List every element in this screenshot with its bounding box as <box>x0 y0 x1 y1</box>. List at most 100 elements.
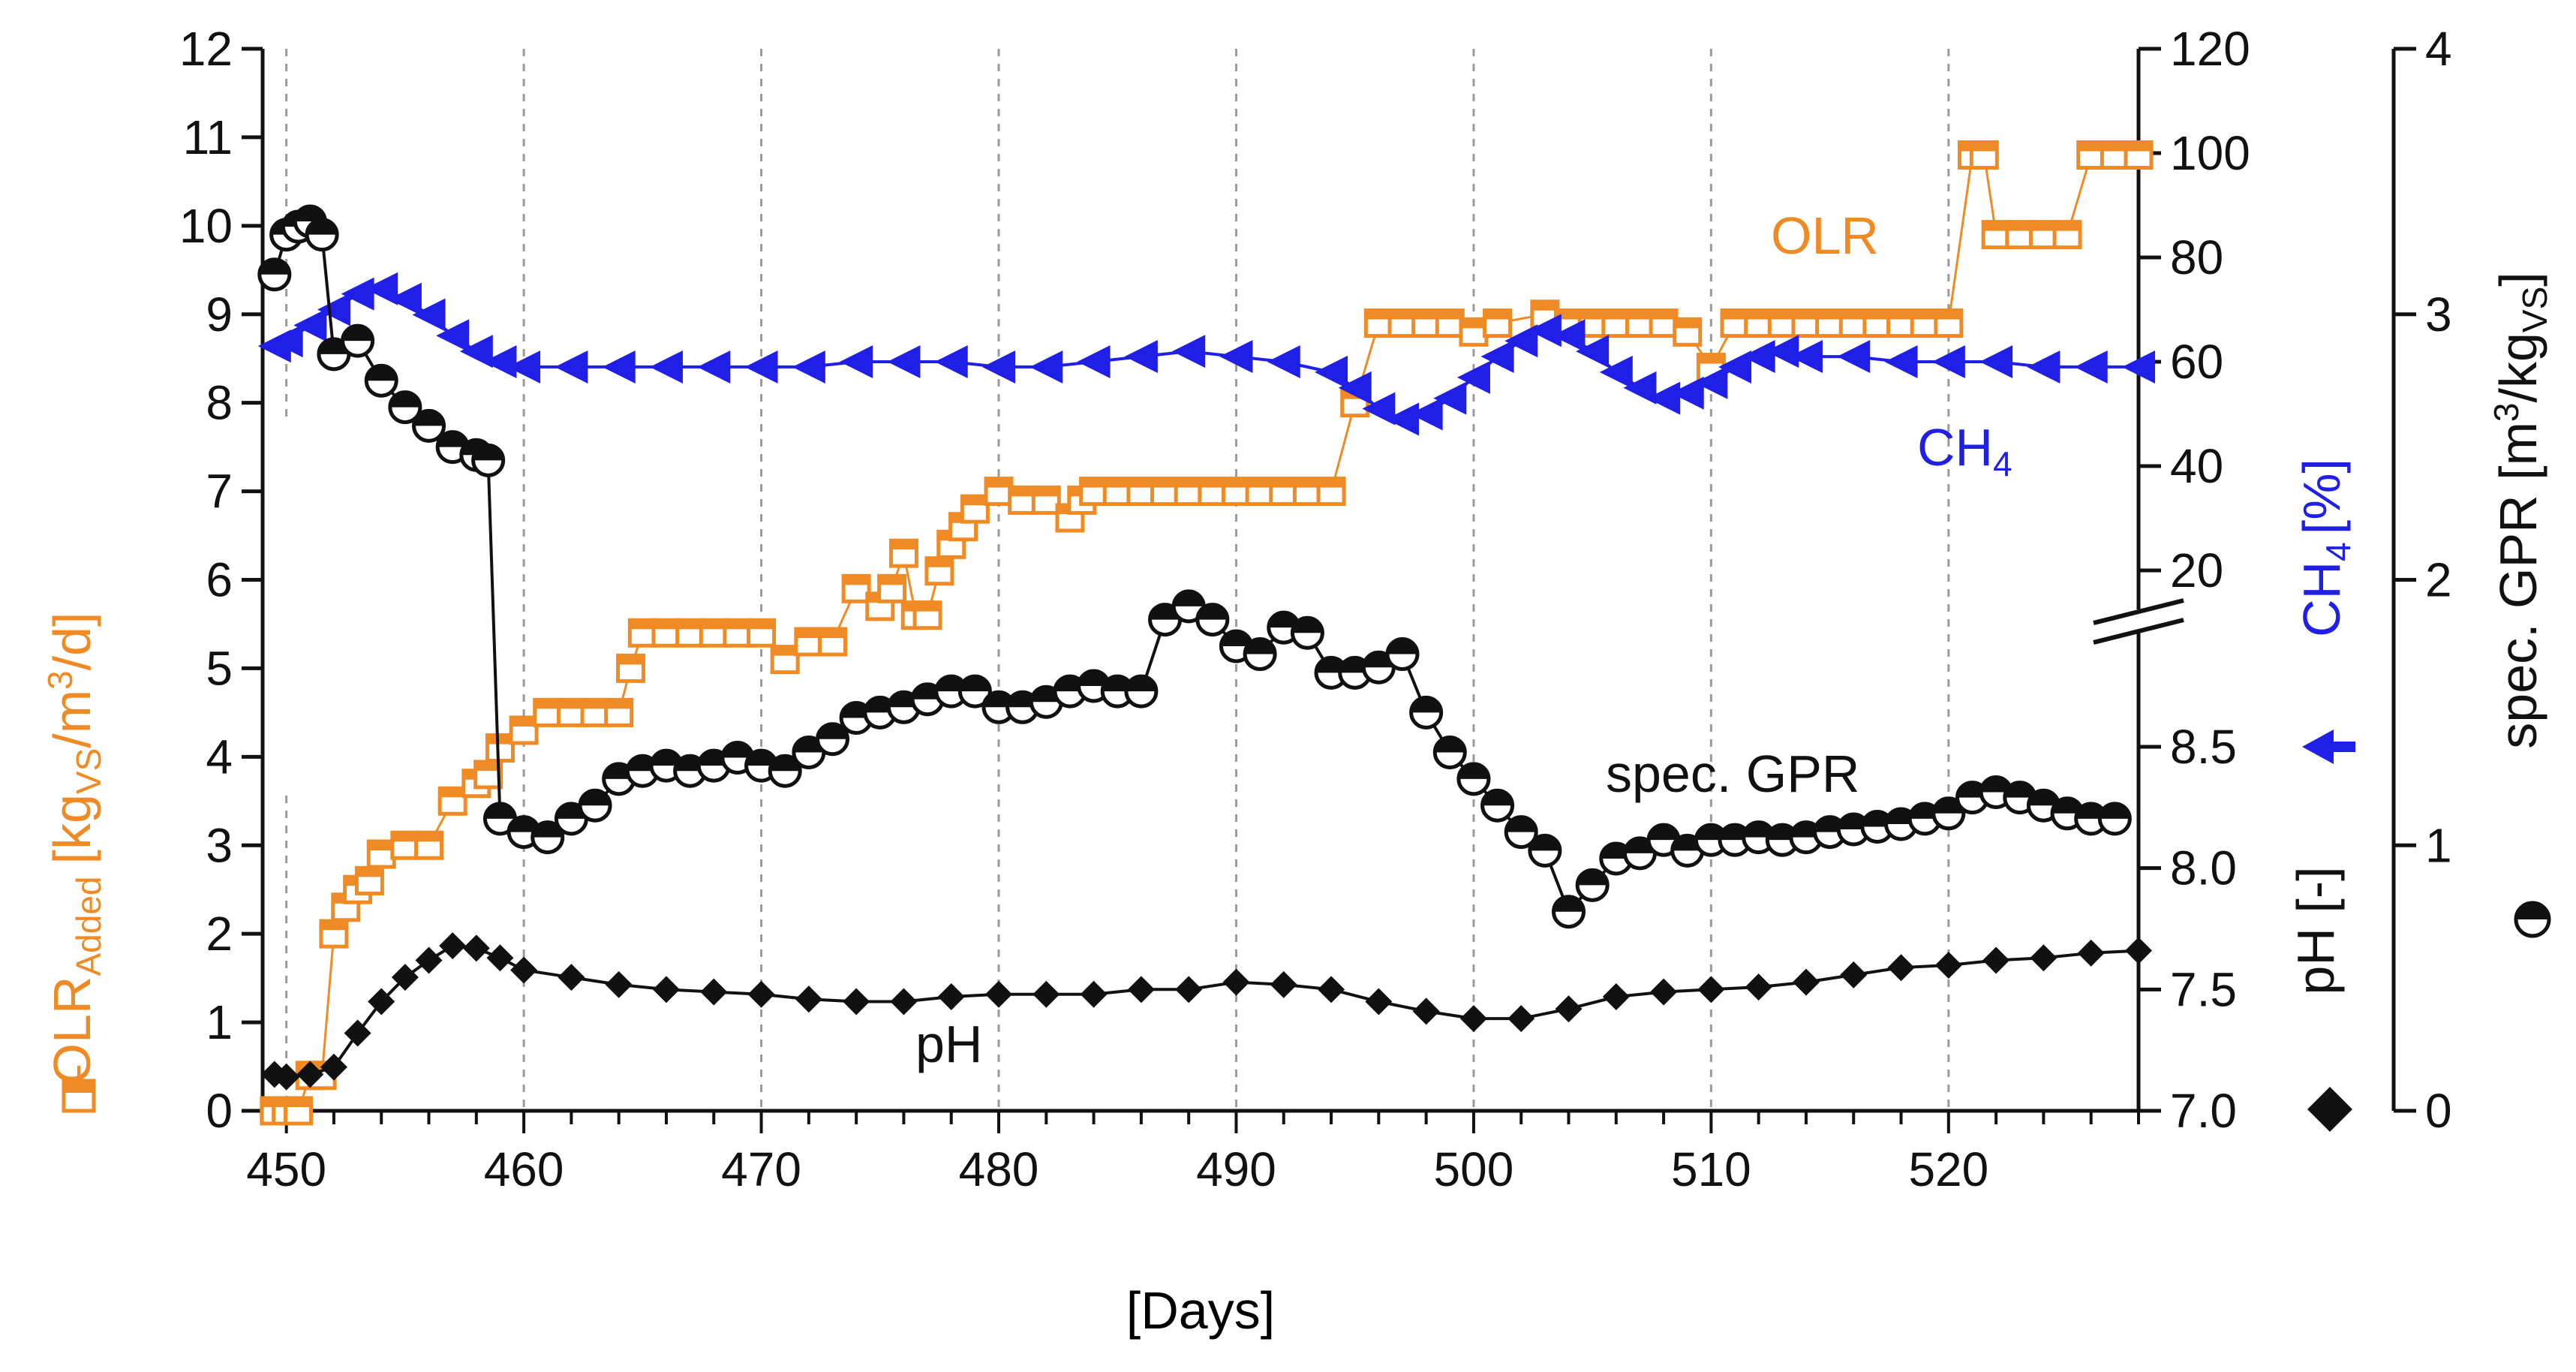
ch4-point <box>792 350 825 384</box>
gpr-point-fill <box>1482 790 1513 806</box>
ch4-point <box>1576 335 1610 369</box>
x-tick-label: 500 <box>1434 1142 1514 1196</box>
ph-point <box>2030 944 2057 972</box>
ph-point <box>1459 1005 1487 1033</box>
ch4-point <box>483 345 517 378</box>
ch4-point <box>744 350 778 384</box>
ch4-point <box>887 345 921 378</box>
olr-point-fill <box>915 602 941 612</box>
ph-point <box>1033 980 1060 1008</box>
ph-point <box>320 1053 347 1081</box>
ph-point <box>1982 946 2010 974</box>
gpr-axis-title: spec. GPR [m3/kgVS] <box>2487 272 2554 748</box>
ch4-point <box>507 350 541 384</box>
ph-point <box>344 1019 371 1047</box>
olr-legend-marker-fill <box>64 1081 94 1093</box>
ch4-point <box>365 272 398 305</box>
ph-point <box>368 988 395 1015</box>
ph-axis-title: pH [-] <box>2286 866 2345 994</box>
olr-point-fill <box>1081 478 1107 488</box>
ph-tick-label: 7.0 <box>2170 1084 2237 1138</box>
gpr-point-fill <box>1268 612 1299 628</box>
olr-point-fill <box>1128 478 1154 488</box>
olr-tick-label: 12 <box>179 22 233 76</box>
gpr-point-fill <box>2004 782 2035 798</box>
olr-point-fill <box>879 576 905 585</box>
olr-point-fill <box>368 841 395 851</box>
ch4-point <box>934 345 968 378</box>
ch4-point <box>1837 340 1871 374</box>
ch4-point <box>1647 381 1681 415</box>
olr-point-fill <box>1912 310 1938 320</box>
ph-point <box>486 944 514 972</box>
olr-point-fill <box>1033 487 1060 497</box>
olr-tick-label: 1 <box>206 995 233 1049</box>
ch4-point <box>1599 355 1633 389</box>
ch4-point <box>555 350 588 384</box>
ch4-point <box>1623 371 1657 405</box>
gpr-point-fill <box>1506 817 1537 832</box>
gpr-point-fill <box>746 751 777 766</box>
gpr-tick-label: 2 <box>2425 553 2452 607</box>
ph-point <box>1887 954 1915 982</box>
olr-tick-label: 9 <box>206 287 233 341</box>
olr-point-fill <box>1270 478 1297 488</box>
ph-point <box>296 1061 324 1088</box>
olr-point-fill <box>1176 478 1202 488</box>
ph-point <box>439 932 467 960</box>
ch4-point <box>1766 335 1799 369</box>
gpr-point-fill <box>651 751 681 766</box>
ch4-point <box>388 282 422 316</box>
ph-point <box>1365 988 1393 1015</box>
ch4-axis-title: CH4[%] <box>2292 459 2358 637</box>
olr-point-fill <box>986 478 1012 488</box>
ph-point <box>1270 970 1297 998</box>
ch4-point <box>1315 355 1348 389</box>
ch4-legend-marker <box>2302 730 2334 764</box>
olr-point-fill <box>285 1098 311 1107</box>
ph-point <box>700 978 728 1006</box>
olr-point-fill <box>416 832 442 842</box>
olr-point-fill <box>926 558 952 567</box>
olr-point-fill <box>1864 310 1890 320</box>
ch4-tick-label: 100 <box>2170 126 2250 180</box>
olr-point-fill <box>819 629 846 639</box>
ph-point <box>1602 983 1630 1011</box>
gpr-point-fill <box>532 822 563 838</box>
olr-series <box>260 140 2154 1126</box>
x-tick-label: 450 <box>246 1142 326 1196</box>
ch4-point <box>1219 340 1253 374</box>
ph-series <box>260 932 2152 1091</box>
olr-point-fill <box>2102 142 2128 152</box>
ph-point <box>1840 961 1868 988</box>
olr-point-fill <box>2054 221 2081 231</box>
olr-point-fill <box>440 788 466 798</box>
gpr-point-fill <box>1245 639 1276 654</box>
ch4-point <box>1789 340 1823 374</box>
olr-point-fill <box>1888 310 1914 320</box>
olr-point-fill <box>1556 310 1582 320</box>
ch4-point <box>1694 366 1728 399</box>
axis-labels: [Days] OLR CH4 spec. GPR pH OLRAdded[kgV… <box>41 206 2554 1340</box>
olr-point-fill <box>1460 319 1486 329</box>
olr-point-fill <box>772 646 798 656</box>
olr-tick-label: 5 <box>206 641 233 695</box>
olr-point-fill <box>320 921 347 931</box>
gpr-point-fill <box>960 676 990 692</box>
olr-point-fill <box>392 832 418 842</box>
ph-point <box>510 956 538 984</box>
olr-point-fill <box>475 761 501 771</box>
x-tick-label: 480 <box>959 1142 1039 1196</box>
gpr-point-fill <box>366 366 397 381</box>
gpr-point-fill <box>1126 676 1156 692</box>
olr-point-fill <box>701 620 727 630</box>
gpr-point-fill <box>1933 798 1964 814</box>
ph-point <box>1080 980 1108 1008</box>
olr-tick-label: 3 <box>206 818 233 872</box>
axis-legend-markers <box>62 730 2551 1132</box>
x-tick-label: 520 <box>1908 1142 1988 1196</box>
ph-point <box>1127 976 1155 1003</box>
ph-point <box>1555 995 1583 1023</box>
ph-point <box>1697 976 1725 1003</box>
